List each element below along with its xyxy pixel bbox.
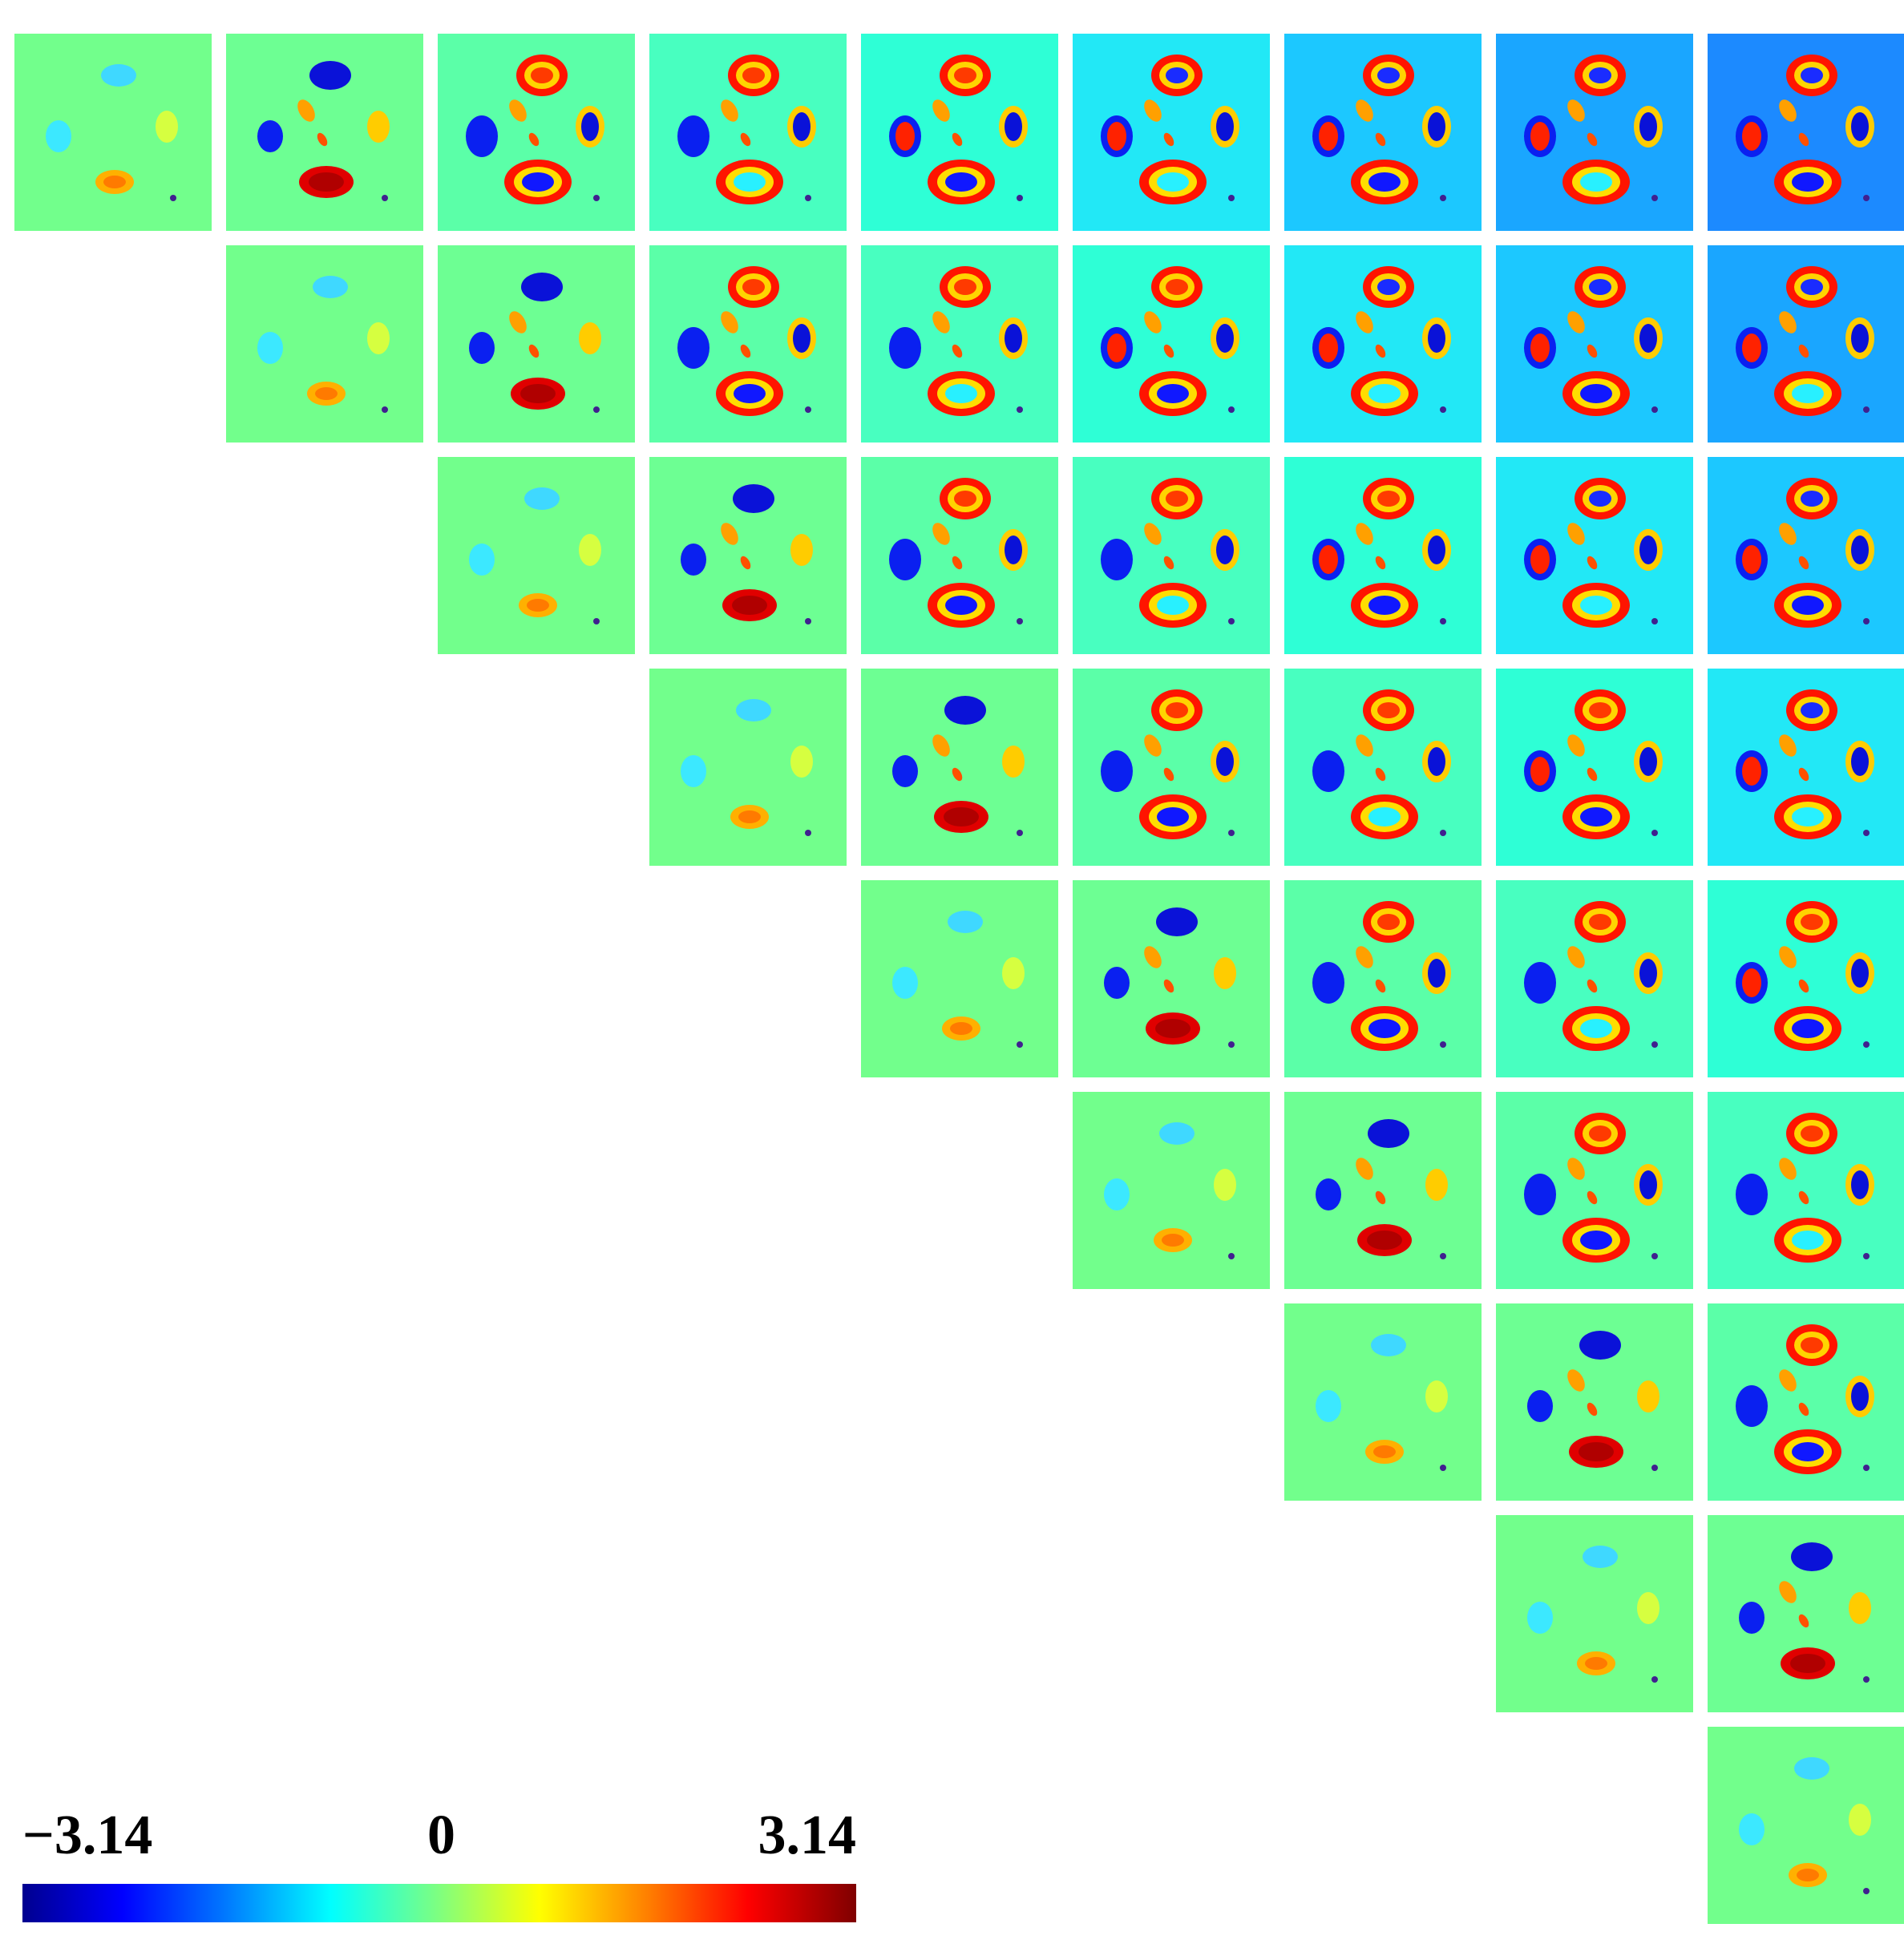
phase-map-image	[861, 34, 1058, 231]
phase-map-tile	[649, 457, 847, 654]
phase-map-tile	[1284, 1303, 1482, 1501]
phase-map-tile	[1496, 457, 1693, 654]
phase-map-image	[1073, 245, 1270, 443]
phase-map-tile	[861, 457, 1058, 654]
phase-map-image	[438, 457, 635, 654]
colorbar: −3.14 0 3.14	[22, 1804, 856, 1932]
phase-map-tile	[14, 34, 212, 231]
phase-map-tile	[1284, 669, 1482, 866]
phase-map-image	[1073, 1092, 1270, 1289]
phase-map-tile	[438, 245, 635, 443]
phase-map-tile	[1708, 1515, 1904, 1712]
phase-map-image	[1496, 34, 1693, 231]
phase-map-image	[1496, 457, 1693, 654]
phase-map-image	[1284, 880, 1482, 1077]
phase-map-tile	[1708, 245, 1904, 443]
phase-map-image	[1284, 34, 1482, 231]
phase-map-tile	[861, 880, 1058, 1077]
phase-map-tile	[1708, 880, 1904, 1077]
phase-map-tile	[1284, 34, 1482, 231]
phase-map-image	[1073, 457, 1270, 654]
phase-map-tile	[649, 669, 847, 866]
phase-map-image	[1496, 880, 1693, 1077]
phase-map-image	[1073, 880, 1270, 1077]
phase-map-image	[649, 245, 847, 443]
phase-map-image	[1708, 1727, 1904, 1924]
phase-map-image	[438, 245, 635, 443]
phase-map-image	[1708, 669, 1904, 866]
phase-map-image	[1708, 457, 1904, 654]
colorbar-max-label: 3.14	[758, 1804, 857, 1866]
phase-map-tile	[861, 245, 1058, 443]
phase-map-tile	[1284, 457, 1482, 654]
phase-map-tile	[1496, 1303, 1693, 1501]
phase-map-tile	[1708, 1727, 1904, 1924]
phase-map-image	[1708, 34, 1904, 231]
phase-map-tile	[1708, 1303, 1904, 1501]
phase-map-image	[1708, 1303, 1904, 1501]
phase-map-tile	[1496, 1515, 1693, 1712]
phase-map-image	[861, 457, 1058, 654]
phase-map-tile	[1073, 34, 1270, 231]
phase-map-tile	[1073, 669, 1270, 866]
phase-map-tile	[1496, 669, 1693, 866]
phase-map-image	[861, 669, 1058, 866]
phase-map-tile	[1073, 1092, 1270, 1289]
phase-map-tile	[861, 34, 1058, 231]
colorbar-min-label: −3.14	[22, 1804, 153, 1866]
phase-map-image	[649, 457, 847, 654]
phase-map-image	[1284, 457, 1482, 654]
phase-map-tile	[1708, 457, 1904, 654]
phase-map-image	[649, 669, 847, 866]
phase-map-image	[1708, 1092, 1904, 1289]
phase-map-tile	[1708, 669, 1904, 866]
phase-map-tile	[1073, 245, 1270, 443]
phase-map-image	[649, 34, 847, 231]
phase-map-tile	[226, 245, 423, 443]
phase-map-image	[1284, 1092, 1482, 1289]
phase-map-tile	[1284, 245, 1482, 443]
phase-map-image	[1708, 1515, 1904, 1712]
phase-map-tile	[1496, 880, 1693, 1077]
phase-map-tile	[649, 34, 847, 231]
phase-map-tile	[1708, 34, 1904, 231]
phase-map-tile	[1284, 1092, 1482, 1289]
phase-map-image	[1496, 1515, 1693, 1712]
phase-map-image	[1284, 669, 1482, 866]
phase-map-image	[1708, 245, 1904, 443]
phase-map-tile	[1073, 880, 1270, 1077]
phase-map-tile	[1496, 34, 1693, 231]
phase-map-tile	[1073, 457, 1270, 654]
phase-map-image	[1496, 1303, 1693, 1501]
phase-map-image	[14, 34, 212, 231]
phase-map-image	[861, 245, 1058, 443]
phase-map-tile	[1284, 880, 1482, 1077]
phase-map-image	[1496, 669, 1693, 866]
phase-map-image	[1073, 669, 1270, 866]
phase-map-tile	[226, 34, 423, 231]
phase-map-tile	[861, 669, 1058, 866]
phase-map-tile	[1496, 1092, 1693, 1289]
phase-map-image	[861, 880, 1058, 1077]
phase-map-image	[226, 245, 423, 443]
phase-map-image	[226, 34, 423, 231]
phase-map-image	[1708, 880, 1904, 1077]
phase-map-tile	[438, 457, 635, 654]
phase-map-tile	[438, 34, 635, 231]
phase-map-image	[1073, 34, 1270, 231]
colorbar-mid-label: 0	[427, 1804, 455, 1866]
phase-map-tile	[1496, 245, 1693, 443]
colorbar-gradient	[22, 1884, 856, 1922]
phase-map-image	[1284, 245, 1482, 443]
phase-map-image	[438, 34, 635, 231]
phase-map-image	[1496, 1092, 1693, 1289]
phase-map-tile	[1708, 1092, 1904, 1289]
phase-map-image	[1284, 1303, 1482, 1501]
phase-map-image	[1496, 245, 1693, 443]
phase-map-tile	[649, 245, 847, 443]
